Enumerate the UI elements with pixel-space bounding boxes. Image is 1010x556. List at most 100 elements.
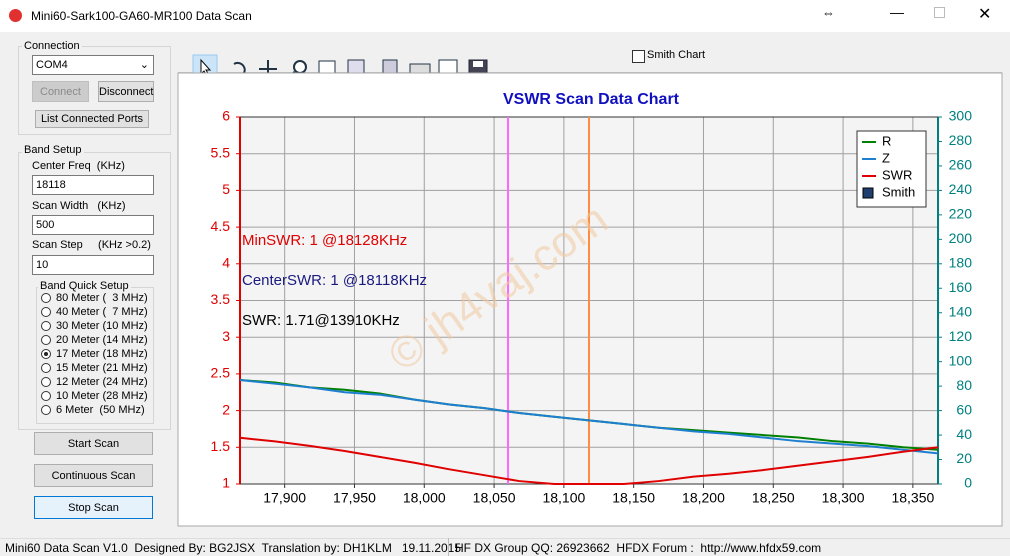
y2-tick-label: 300 xyxy=(949,108,973,124)
field-label: Scan Width (KHz) xyxy=(32,200,126,212)
status-bar xyxy=(0,538,1010,556)
y2-tick-label: 240 xyxy=(949,181,973,197)
y-tick-label: 2.5 xyxy=(211,365,231,381)
group-title: Band Setup xyxy=(22,144,84,156)
y-tick-label: 6 xyxy=(222,108,230,124)
annotation: CenterSWR: 1 @18118KHz xyxy=(242,272,427,289)
status-text: HF DX Group QQ: 26923662 HFDX Forum : ht… xyxy=(455,541,822,555)
radio[interactable] xyxy=(41,335,51,345)
x-tick-label: 18,250 xyxy=(752,490,795,506)
y-tick-label: 3.5 xyxy=(211,291,231,307)
window-title: Mini60-Sark100-GA60-MR100 Data Scan xyxy=(31,9,252,23)
y2-tick-label: 120 xyxy=(949,328,973,344)
app-icon xyxy=(9,9,22,22)
x-tick-label: 18,350 xyxy=(891,490,934,506)
radio[interactable] xyxy=(41,349,51,359)
radio[interactable] xyxy=(41,377,51,387)
y-tick-label: 5.5 xyxy=(211,144,231,160)
status-text: Mini60 Data Scan V1.0 Designed By: BG2JS… xyxy=(5,541,462,555)
field-value: 500 xyxy=(36,219,55,231)
y-tick-label: 5 xyxy=(222,181,230,197)
legend-swatch xyxy=(862,187,874,199)
port-combo[interactable]: COM4 ⌄ xyxy=(32,55,154,75)
y-tick-label: 4 xyxy=(222,255,230,271)
legend-label: Smith xyxy=(882,184,915,199)
legend-label: R xyxy=(882,133,891,148)
center-input[interactable]: 18118 xyxy=(32,175,154,195)
annotation: MinSWR: 1 @18128KHz xyxy=(242,232,407,249)
radio-label: 17 Meter (18 MHz) xyxy=(56,348,148,360)
y2-tick-label: 100 xyxy=(949,352,973,368)
radio-label: 6 Meter (50 MHz) xyxy=(56,404,145,416)
radio[interactable] xyxy=(41,293,51,303)
radio-label: 80 Meter ( 3 MHz) xyxy=(56,292,148,304)
start-button[interactable]: Start Scan xyxy=(34,432,153,455)
connect-button[interactable]: Connect xyxy=(32,81,89,102)
x-tick-label: 18,050 xyxy=(473,490,516,506)
radio-label: 20 Meter (14 MHz) xyxy=(56,334,148,346)
stop-button[interactable]: Stop Scan xyxy=(34,496,153,519)
x-tick-label: 17,900 xyxy=(263,490,306,506)
field-label: Center Freq (KHz) xyxy=(32,160,125,172)
x-tick-label: 17,950 xyxy=(333,490,376,506)
group-title: Connection xyxy=(22,40,82,52)
y-tick-label: 3 xyxy=(222,328,230,344)
step-input[interactable]: 10 xyxy=(32,255,154,275)
y-tick-label: 4.5 xyxy=(211,218,231,234)
field-value: 18118 xyxy=(36,179,66,191)
radio[interactable] xyxy=(41,307,51,317)
save-label xyxy=(473,61,484,67)
width-input[interactable]: 500 xyxy=(32,215,154,235)
radio-label: 10 Meter (28 MHz) xyxy=(56,390,148,402)
series-line xyxy=(239,379,939,455)
connection-group xyxy=(18,46,171,135)
series-line xyxy=(239,436,939,485)
y-tick-label: 1.5 xyxy=(211,438,231,454)
y2-tick-label: 0 xyxy=(964,475,972,491)
y-tick-label: 1 xyxy=(222,475,230,491)
continuous-button[interactable]: Continuous Scan xyxy=(34,464,153,487)
y2-tick-label: 40 xyxy=(956,426,972,442)
y2-tick-label: 160 xyxy=(949,279,973,295)
radio-label: 15 Meter (21 MHz) xyxy=(56,362,148,374)
radio-label: 30 Meter (10 MHz) xyxy=(56,320,148,332)
field-value: 10 xyxy=(36,259,49,271)
y2-tick-label: 280 xyxy=(949,132,973,148)
y2-tick-label: 220 xyxy=(949,206,973,222)
x-tick-label: 18,100 xyxy=(542,490,585,506)
radio-label: 40 Meter ( 7 MHz) xyxy=(56,306,148,318)
resize-icon[interactable]: ⇔ xyxy=(822,5,835,20)
port-value: COM4 xyxy=(36,59,68,71)
disconnect-button[interactable]: Disconnect xyxy=(98,81,154,102)
radio[interactable] xyxy=(41,391,51,401)
title-bar xyxy=(0,0,1010,32)
y2-tick-label: 200 xyxy=(949,230,973,246)
group-title: Band Quick Setup xyxy=(38,280,131,292)
y2-tick-label: 60 xyxy=(956,401,972,417)
maximize[interactable] xyxy=(934,7,945,18)
field-label: Scan Step (KHz >0.2) xyxy=(32,239,151,251)
x-tick-label: 18,300 xyxy=(822,490,865,506)
y2-tick-label: 180 xyxy=(949,255,973,271)
status-separator xyxy=(448,538,449,556)
list-ports-button[interactable]: List Connected Ports xyxy=(35,110,149,128)
legend-label: SWR xyxy=(882,167,912,182)
checkbox-label: Smith Chart xyxy=(647,49,706,61)
minimize[interactable]: — xyxy=(890,4,904,20)
radio[interactable] xyxy=(41,405,51,415)
y2-tick-label: 20 xyxy=(956,450,972,466)
band-group xyxy=(18,152,171,430)
x-tick-label: 18,200 xyxy=(682,490,725,506)
radio[interactable] xyxy=(41,321,51,331)
radio-label: 12 Meter (24 MHz) xyxy=(56,376,148,388)
legend-label: Z xyxy=(882,150,890,165)
annotation: SWR: 1.71@13910KHz xyxy=(242,312,400,329)
y2-tick-label: 260 xyxy=(949,157,973,173)
smith-checkbox[interactable] xyxy=(632,50,645,63)
chart-title: VSWR Scan Data Chart xyxy=(503,91,680,108)
close[interactable]: ✕ xyxy=(978,6,992,23)
y2-tick-label: 80 xyxy=(956,377,972,393)
radio[interactable] xyxy=(41,363,51,373)
